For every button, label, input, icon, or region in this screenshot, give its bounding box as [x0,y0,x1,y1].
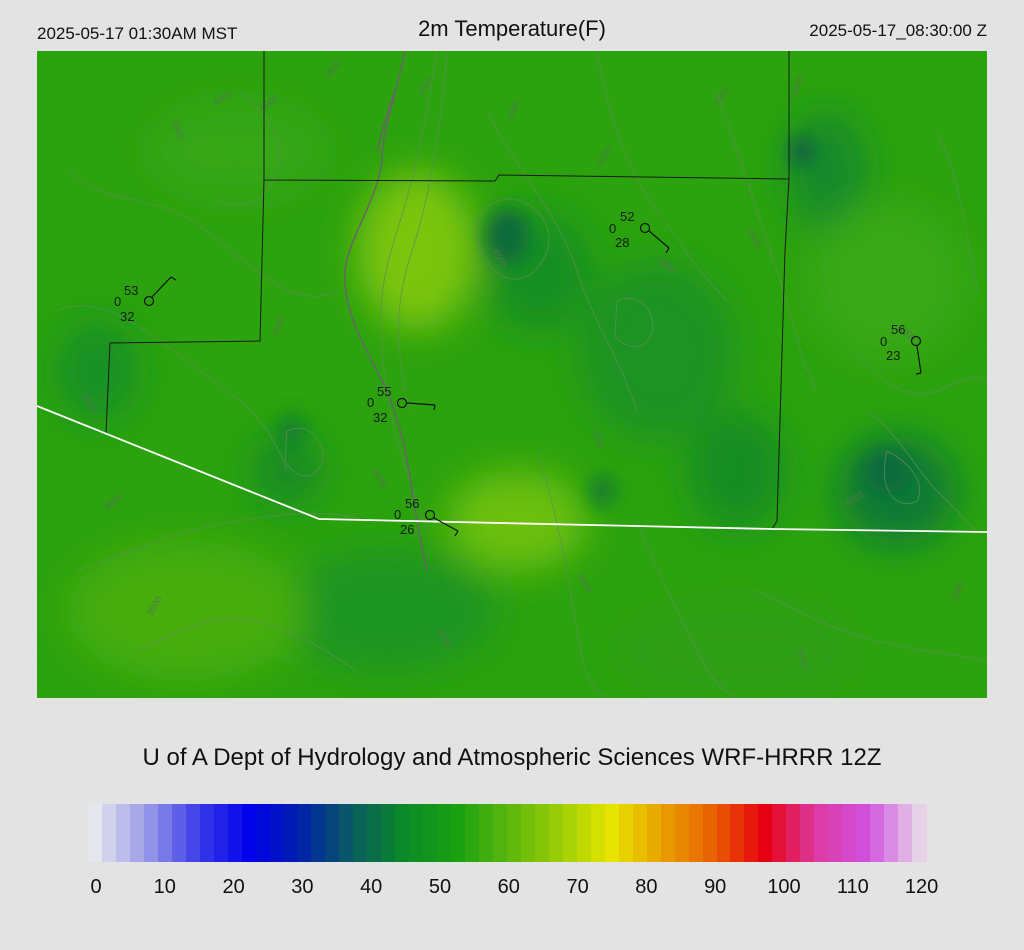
temperature-map: 3500 4000 4000 3500 4000 4000 5500 6000 … [37,51,987,698]
station-plot[interactable]: 56 0 23 [880,322,922,375]
station-plot[interactable]: 53 0 32 [114,276,177,324]
station-temperature: 56 [891,322,905,337]
colorbar-tick-label: 50 [428,876,452,898]
station-dewpoint: 23 [886,348,900,363]
state-border [37,405,987,533]
colorbar-tick-label: 70 [566,876,589,898]
elevation-contours [56,51,987,698]
station-temperature: 56 [405,496,419,511]
temperature-colorbar [88,804,927,862]
colorbar-tick-label: 100 [767,876,801,898]
station-pressure: 0 [609,221,616,236]
colorbar-tick-label: 60 [497,876,520,898]
colorbar-tick-label: 90 [704,876,727,898]
station-plot[interactable]: 55 0 32 [367,384,436,425]
station-plots: 53 0 32 52 0 28 55 0 32 56 0 23 [114,209,922,537]
station-pressure: 0 [367,395,374,410]
station-pressure: 0 [394,507,401,522]
colorbar-tick-label: 20 [222,876,245,898]
station-pressure: 0 [880,334,887,349]
temperature-field [57,101,967,698]
station-temperature: 53 [124,283,138,298]
utc-time: 2025-05-17_08:30:00 Z [809,21,987,40]
colorbar-tick-label: 10 [153,876,176,898]
station-plot[interactable]: 52 0 28 [609,209,670,254]
colorbar-tick-label: 80 [635,876,658,898]
station-dewpoint: 26 [400,522,414,537]
station-temperature: 52 [620,209,634,224]
station-dewpoint: 32 [120,309,134,324]
station-dewpoint: 32 [373,410,387,425]
station-temperature: 55 [377,384,391,399]
model-credit: U of A Dept of Hydrology and Atmospheric… [142,744,882,771]
colorbar-tick-label: 110 [836,876,869,898]
station-plot[interactable]: 56 0 26 [394,496,459,537]
colorbar-tick-label: 120 [904,876,939,898]
station-dewpoint: 28 [615,235,629,250]
colorbar-tick-label: 40 [360,876,383,898]
colorbar-tick-label: 0 [90,876,102,898]
map-title: 2m Temperature(F) [418,16,606,41]
station-pressure: 0 [114,294,121,309]
drainage-lines [344,51,428,572]
cold-spots [280,136,912,505]
colorbar-tick-label: 30 [291,876,314,898]
local-time: 2025-05-17 01:30AM MST [37,24,238,43]
county-boundaries [105,51,790,530]
